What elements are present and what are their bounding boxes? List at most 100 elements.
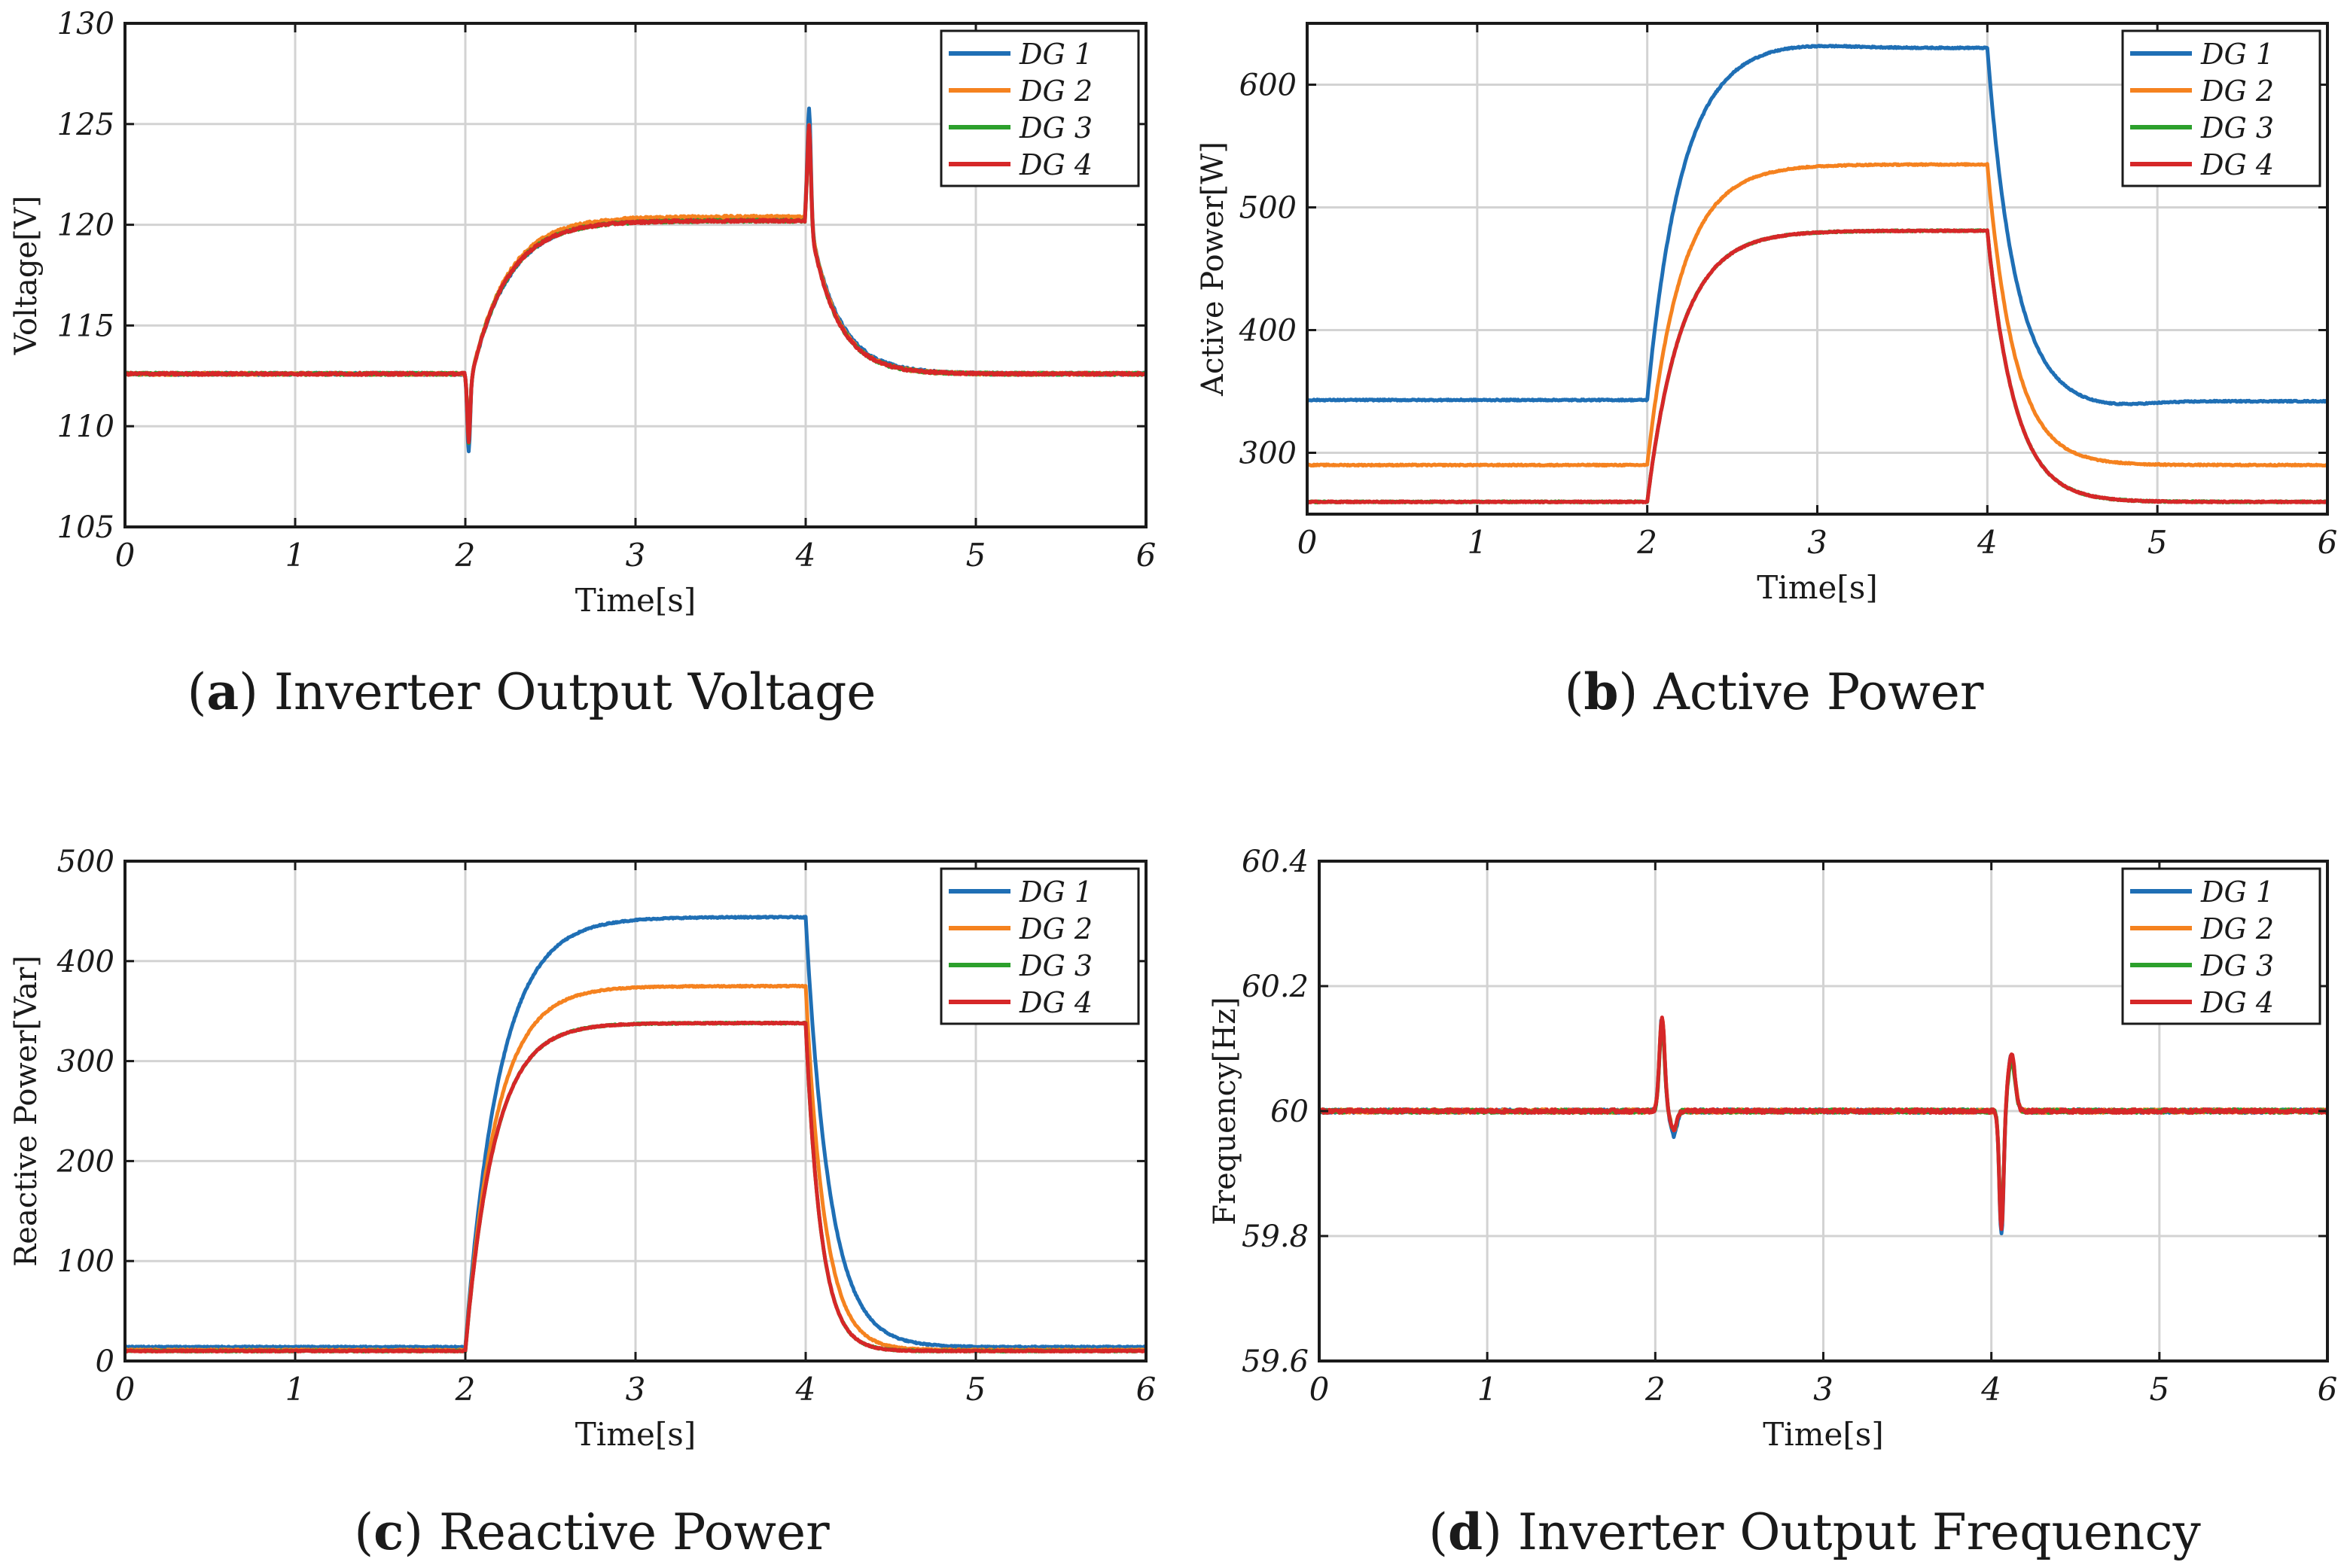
x-tick-label: 6: [1136, 537, 1157, 574]
legend-box: [2121, 867, 2321, 1025]
chart-b: 0 1 2 3 4 5 6 300 400 500 600 Time[s] Active Power[W…: [1196, 22, 2338, 606]
legend-label-dg4: DG 4: [2200, 986, 2274, 1019]
y-axis-label: Active Power[W]: [1196, 142, 1230, 397]
y-tick-label: 400: [56, 945, 114, 979]
caption-b: (b) Active Power: [1564, 662, 1984, 721]
x-tick-label: 4: [1977, 524, 1998, 561]
y-tick-label: 400: [1239, 314, 1297, 349]
y-tick-label: 300: [1239, 437, 1297, 471]
legend-label-dg4: DG 4: [1019, 986, 1093, 1019]
x-tick-label: 5: [966, 537, 986, 574]
chart-a: 0 1 2 3 4 5 6 105 110 115 120 125 130 Time[s] Voltage[…: [9, 7, 1156, 619]
legend-label-dg3: DG 3: [2200, 111, 2274, 145]
series-line-dg1: [125, 915, 1146, 1350]
x-tick-label: 4: [1980, 1371, 2001, 1408]
y-tick-label: 59.8: [1242, 1219, 1309, 1254]
x-tick-label: 3: [626, 537, 646, 574]
x-tick-label: 0: [115, 537, 136, 574]
caption-text: Active Power: [1654, 663, 1984, 721]
caption-c: (c) Reactive Power: [354, 1503, 830, 1561]
x-tick-label: 5: [2149, 1371, 2169, 1408]
legend-label-dg1: DG 1: [1019, 875, 1093, 909]
legend-label-dg2: DG 2: [1019, 75, 1093, 108]
caption-text: Inverter Output Frequency: [1517, 1503, 2201, 1561]
y-tick-label: 105: [57, 510, 114, 545]
x-tick-label: 1: [285, 537, 306, 574]
legend: DG 1 DG 2DG 3DG 4: [940, 29, 1140, 187]
y-tick-label: 0: [96, 1344, 114, 1379]
y-axis-label: Voltage[V]: [9, 196, 44, 355]
y-tick-label: 130: [57, 7, 114, 41]
series-line-dg4: [125, 123, 1146, 444]
y-tick-label: 60.2: [1242, 970, 1309, 1004]
y-tick-label: 60: [1270, 1095, 1309, 1129]
y-tick-label: 115: [57, 309, 114, 343]
series-line-dg1: [1307, 44, 2327, 406]
y-tick-label: 110: [57, 410, 114, 444]
caption-text: Reactive Power: [439, 1503, 830, 1561]
chart-d: 0 1 2 3 4 5 6 59.6 59.8 60 60.2 60.4 Time[s] Frequenc…: [1208, 845, 2337, 1453]
x-tick-label: 6: [1136, 1371, 1157, 1408]
y-tick-label: 100: [57, 1244, 114, 1279]
caption-letter: b: [1583, 662, 1619, 721]
y-tick-label: 600: [1239, 69, 1297, 103]
legend-label-dg3: DG 3: [1019, 949, 1093, 982]
legend-label-dg4: DG 4: [1019, 148, 1093, 181]
x-tick-label: 2: [455, 1371, 476, 1408]
x-tick-label: 4: [795, 1371, 816, 1408]
legend-label-dg1: DG 1: [2200, 875, 2274, 909]
x-tick-label: 1: [1477, 1371, 1498, 1408]
series-line-dg4: [1319, 1015, 2327, 1232]
x-tick-label: 4: [795, 537, 816, 574]
y-tick-label: 60.4: [1242, 845, 1309, 879]
x-tick-label: 6: [2318, 1371, 2338, 1408]
x-tick-label: 5: [966, 1371, 986, 1408]
x-tick-label: 0: [1297, 524, 1318, 561]
x-tick-label: 2: [455, 537, 476, 574]
legend-label-dg2: DG 2: [2200, 75, 2274, 108]
caption-text: Inverter Output Voltage: [273, 663, 876, 721]
legend-label-dg3: DG 3: [2200, 949, 2274, 982]
caption-letter: c: [373, 1503, 404, 1561]
legend-label-dg1: DG 1: [1019, 38, 1093, 71]
legend-label-dg1: DG 1: [2200, 38, 2274, 71]
x-axis-label: Time[s]: [575, 582, 696, 619]
x-axis-label: Time[s]: [1763, 1416, 1883, 1453]
x-tick-label: 2: [1636, 524, 1657, 561]
x-axis-label: Time[s]: [1757, 569, 1877, 606]
y-axis-label: Reactive Power[Var]: [9, 955, 44, 1267]
legend-label-dg2: DG 2: [2200, 912, 2274, 945]
series-line-dg2: [1307, 162, 2327, 468]
legend-box: [940, 29, 1140, 187]
x-tick-label: 0: [115, 1371, 136, 1408]
legend-box: [940, 867, 1140, 1025]
y-tick-label: 59.6: [1242, 1344, 1309, 1379]
chart-c: 0 1 2 3 4 5 6 0 100 200 300 400 500 Time[s] Reactive P…: [9, 845, 1156, 1453]
x-tick-label: 6: [2318, 524, 2338, 561]
caption-a: (a) Inverter Output Voltage: [187, 662, 876, 721]
series-line-dg4: [1307, 228, 2327, 504]
x-tick-label: 2: [1644, 1371, 1666, 1408]
series-line-dg4: [125, 1020, 1146, 1353]
caption-letter: a: [206, 662, 239, 721]
caption-letter: d: [1447, 1503, 1483, 1561]
x-tick-label: 3: [626, 1371, 646, 1408]
caption-d: (d) Inverter Output Frequency: [1428, 1503, 2201, 1561]
legend-label-dg3: DG 3: [1019, 111, 1093, 145]
y-axis-label: Frequency[Hz]: [1208, 997, 1242, 1225]
y-tick-label: 125: [57, 108, 114, 142]
y-tick-label: 300: [57, 1045, 114, 1079]
x-axis-label: Time[s]: [575, 1416, 696, 1453]
x-tick-label: 1: [1467, 524, 1487, 561]
legend-label-dg2: DG 2: [1019, 912, 1093, 945]
legend: DG 1 DG 2DG 3DG 4: [2121, 29, 2321, 187]
y-tick-label: 200: [56, 1144, 114, 1179]
y-tick-label: 500: [1239, 191, 1297, 226]
y-tick-label: 120: [57, 209, 114, 243]
x-tick-label: 5: [2147, 524, 2168, 561]
x-tick-label: 1: [285, 1371, 306, 1408]
x-tick-label: 3: [1813, 1371, 1833, 1408]
x-tick-label: 0: [1309, 1371, 1330, 1408]
x-tick-label: 3: [1807, 524, 1827, 561]
